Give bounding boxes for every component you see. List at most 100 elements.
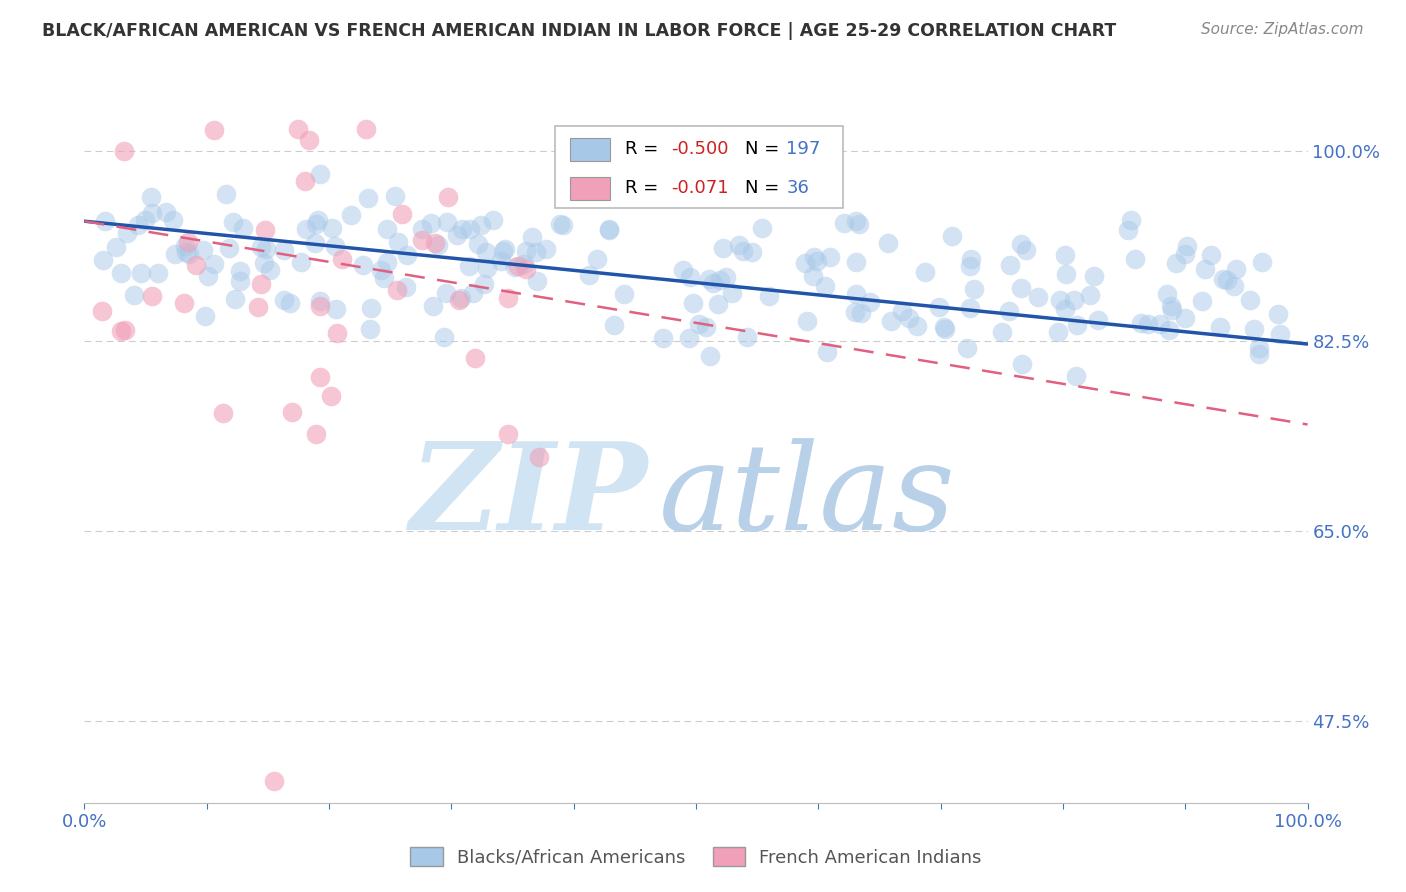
Point	[1011, 357, 1033, 371]
Point	[1216, 273, 1239, 287]
Point	[360, 301, 382, 315]
Point	[1121, 213, 1143, 227]
Point	[891, 304, 914, 318]
Point	[127, 218, 149, 232]
Point	[586, 252, 609, 266]
Point	[959, 301, 981, 316]
Point	[1083, 269, 1105, 284]
Point	[112, 144, 135, 158]
Point	[1199, 248, 1222, 262]
Point	[682, 295, 704, 310]
Point	[699, 349, 721, 363]
Text: Source: ZipAtlas.com: Source: ZipAtlas.com	[1201, 22, 1364, 37]
Point	[122, 287, 145, 301]
Point	[503, 260, 526, 274]
Point	[941, 229, 963, 244]
Point	[534, 243, 557, 257]
Point	[330, 252, 353, 267]
Legend: Blacks/African Americans, French American Indians: Blacks/African Americans, French America…	[404, 840, 988, 874]
Point	[247, 300, 270, 314]
Text: 197: 197	[786, 140, 821, 159]
Point	[934, 322, 956, 336]
Point	[1173, 310, 1195, 325]
Point	[450, 222, 472, 236]
Point	[702, 276, 724, 290]
Point	[464, 351, 486, 366]
Point	[470, 218, 492, 232]
Point	[849, 305, 872, 319]
Text: atlas: atlas	[659, 438, 956, 556]
Point	[384, 188, 406, 202]
Point	[832, 216, 855, 230]
Point	[184, 258, 207, 272]
Point	[357, 191, 380, 205]
Point	[423, 236, 446, 251]
Point	[202, 123, 225, 137]
Text: -0.500: -0.500	[672, 140, 728, 159]
Point	[697, 271, 720, 285]
Point	[433, 330, 456, 344]
Point	[1054, 248, 1077, 262]
Point	[876, 235, 898, 250]
Point	[370, 263, 392, 277]
Point	[174, 244, 197, 259]
Point	[375, 222, 398, 236]
Point	[174, 238, 197, 252]
Text: R =: R =	[626, 179, 664, 197]
Point	[709, 273, 731, 287]
Point	[411, 222, 433, 236]
Point	[259, 263, 281, 277]
Point	[728, 237, 751, 252]
Point	[494, 242, 516, 256]
Point	[194, 309, 217, 323]
Point	[1049, 293, 1071, 307]
Point	[134, 213, 156, 227]
Point	[340, 208, 363, 222]
Point	[801, 269, 824, 284]
Point	[1066, 318, 1088, 332]
Point	[513, 257, 536, 271]
Point	[254, 223, 277, 237]
Point	[806, 254, 828, 268]
Point	[578, 268, 600, 282]
Point	[997, 303, 1019, 318]
Point	[309, 293, 332, 308]
Point	[928, 301, 950, 315]
Point	[998, 258, 1021, 272]
Point	[202, 257, 225, 271]
Point	[1026, 290, 1049, 304]
Point	[224, 292, 246, 306]
Point	[482, 212, 505, 227]
Point	[373, 270, 395, 285]
Text: ZIP: ZIP	[409, 437, 647, 556]
Point	[411, 233, 433, 247]
Point	[793, 256, 815, 270]
Point	[163, 247, 186, 261]
Point	[695, 319, 717, 334]
Point	[678, 330, 700, 344]
Point	[1063, 293, 1085, 307]
Point	[859, 294, 882, 309]
Point	[391, 207, 413, 221]
Point	[845, 287, 868, 301]
Point	[551, 218, 574, 232]
Point	[603, 318, 626, 332]
Point	[1223, 278, 1246, 293]
Point	[422, 299, 444, 313]
Point	[1174, 246, 1197, 260]
Point	[1160, 299, 1182, 313]
Point	[309, 167, 332, 181]
Point	[522, 229, 544, 244]
Point	[305, 218, 328, 232]
Point	[273, 293, 295, 307]
Point	[139, 190, 162, 204]
Point	[325, 302, 347, 317]
Point	[294, 221, 316, 235]
Point	[304, 426, 326, 441]
FancyBboxPatch shape	[555, 126, 842, 208]
Point	[141, 206, 163, 220]
Point	[848, 217, 870, 231]
Point	[253, 256, 276, 270]
Point	[304, 235, 326, 250]
Point	[197, 268, 219, 283]
